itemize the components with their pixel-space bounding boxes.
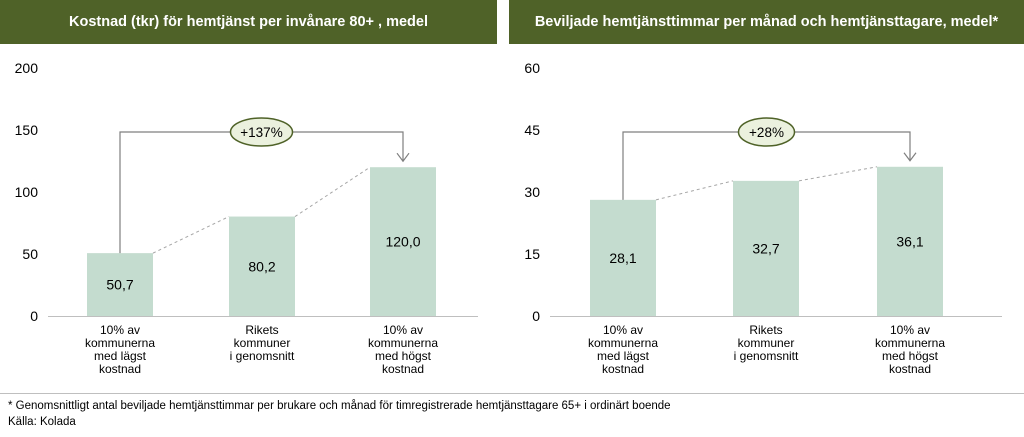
bar-value-label: 50,7 <box>106 277 133 293</box>
y-tick-label: 45 <box>524 122 540 138</box>
category-label: 10% av kommunerna med lägst kostnad <box>85 323 155 376</box>
bracket-arrowhead <box>396 152 410 163</box>
change-badge-label: +137% <box>240 125 282 140</box>
bar <box>590 199 656 316</box>
y-tick-label: 0 <box>532 308 540 324</box>
bar-value-label: 36,1 <box>896 233 923 249</box>
bar <box>877 166 943 316</box>
category-label: 10% av kommunerna med högst kostnad <box>875 323 945 376</box>
category-label: Rikets kommuner i genomsnitt <box>734 323 799 363</box>
left-chart-title: Kostnad (tkr) för hemtjänst per invånare… <box>0 0 497 44</box>
y-tick-label: 150 <box>15 122 39 138</box>
y-tick-label: 60 <box>524 60 540 76</box>
bar-value-label: 28,1 <box>609 250 636 266</box>
category-label: 10% av kommunerna med lägst kostnad <box>588 323 658 376</box>
y-tick-label: 30 <box>524 184 540 200</box>
change-badge <box>737 117 796 147</box>
trend-connector <box>655 180 734 201</box>
bar <box>370 167 436 316</box>
category-label: Rikets kommuner i genomsnitt <box>230 323 295 363</box>
bar <box>87 253 153 316</box>
change-badge-label: +28% <box>749 125 784 140</box>
bar <box>229 216 295 316</box>
footnote-text: * Genomsnittligt antal beviljade hemtjän… <box>8 400 671 412</box>
y-tick-label: 0 <box>30 308 38 324</box>
y-tick-label: 100 <box>15 184 39 200</box>
bar-value-label: 120,0 <box>385 234 420 250</box>
bar-value-label: 32,7 <box>752 240 779 256</box>
right-chart-title: Beviljade hemtjänsttimmar per månad och … <box>509 0 1024 44</box>
y-tick-label: 15 <box>524 246 540 262</box>
footnote-divider <box>0 393 1024 394</box>
y-tick-label: 200 <box>15 60 39 76</box>
trend-connector <box>152 216 230 254</box>
change-badge <box>229 117 294 147</box>
trend-connector <box>294 166 371 217</box>
trend-connector <box>798 166 878 182</box>
bar-value-label: 80,2 <box>248 258 275 274</box>
y-tick-label: 50 <box>22 246 38 262</box>
source-text: Källa: Kolada <box>8 416 76 428</box>
category-label: 10% av kommunerna med högst kostnad <box>368 323 438 376</box>
bracket-arrowhead <box>903 152 917 162</box>
bar <box>733 180 799 316</box>
